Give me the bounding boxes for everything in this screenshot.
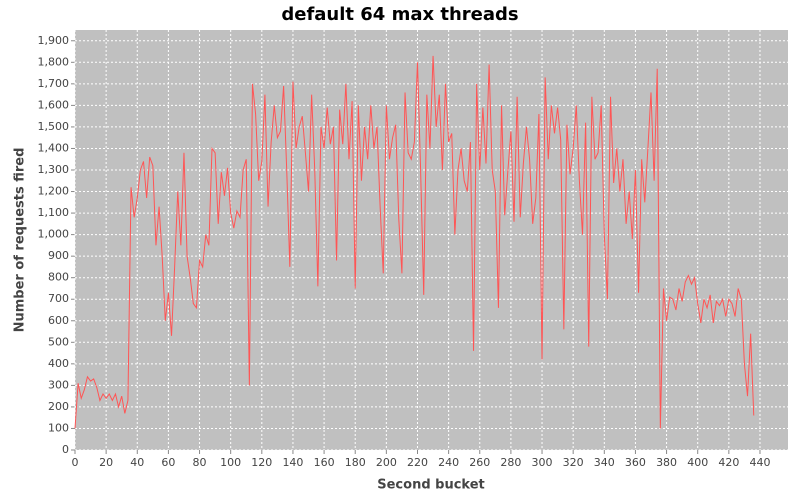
y-tick-label: 700 bbox=[48, 292, 69, 305]
x-tick-label: 60 bbox=[161, 456, 175, 469]
y-tick-label: 1,100 bbox=[38, 206, 70, 219]
y-tick-label: 600 bbox=[48, 314, 69, 327]
y-tick-label: 1,300 bbox=[38, 163, 70, 176]
y-tick-label: 1,500 bbox=[38, 120, 70, 133]
x-tick-label: 240 bbox=[438, 456, 459, 469]
x-tick-label: 280 bbox=[500, 456, 521, 469]
x-tick-label: 300 bbox=[532, 456, 553, 469]
x-tick-label: 320 bbox=[563, 456, 584, 469]
x-tick-label: 180 bbox=[345, 456, 366, 469]
y-tick-label: 400 bbox=[48, 357, 69, 370]
x-tick-label: 40 bbox=[130, 456, 144, 469]
x-tick-label: 20 bbox=[99, 456, 113, 469]
y-tick-label: 300 bbox=[48, 378, 69, 391]
y-tick-label: 1,600 bbox=[38, 98, 70, 111]
x-tick-label: 200 bbox=[376, 456, 397, 469]
data-line bbox=[74, 55, 755, 429]
y-tick-label: 1,700 bbox=[38, 77, 70, 90]
x-tick-label: 260 bbox=[469, 456, 490, 469]
x-tick-label: 120 bbox=[251, 456, 272, 469]
x-tick-label: 340 bbox=[594, 456, 615, 469]
y-tick-label: 1,200 bbox=[38, 185, 70, 198]
x-tick-label: 160 bbox=[314, 456, 335, 469]
y-tick-label: 800 bbox=[48, 271, 69, 284]
y-tick-label: 0 bbox=[62, 443, 69, 456]
x-tick-label: 380 bbox=[656, 456, 677, 469]
x-tick-label: 0 bbox=[72, 456, 79, 469]
y-tick-label: 1,900 bbox=[38, 34, 70, 47]
y-tick-label: 200 bbox=[48, 400, 69, 413]
x-tick-label: 220 bbox=[407, 456, 428, 469]
x-tick-label: 400 bbox=[687, 456, 708, 469]
y-axis-label: Number of requests fired bbox=[13, 148, 28, 333]
y-tick-label: 100 bbox=[48, 421, 69, 434]
x-tick-label: 420 bbox=[718, 456, 739, 469]
x-tick-label: 360 bbox=[625, 456, 646, 469]
y-tick-label: 1,000 bbox=[38, 228, 70, 241]
x-tick-label: 100 bbox=[220, 456, 241, 469]
y-tick-label: 1,800 bbox=[38, 55, 70, 68]
y-tick-label: 900 bbox=[48, 249, 69, 262]
x-tick-label: 80 bbox=[193, 456, 207, 469]
y-tick-label: 1,400 bbox=[38, 141, 70, 154]
y-tick-label: 500 bbox=[48, 335, 69, 348]
chart-title: default 64 max threads bbox=[281, 4, 518, 25]
x-axis-label: Second bucket bbox=[377, 478, 485, 493]
x-tick-label: 140 bbox=[282, 456, 303, 469]
x-tick-label: 440 bbox=[749, 456, 770, 469]
